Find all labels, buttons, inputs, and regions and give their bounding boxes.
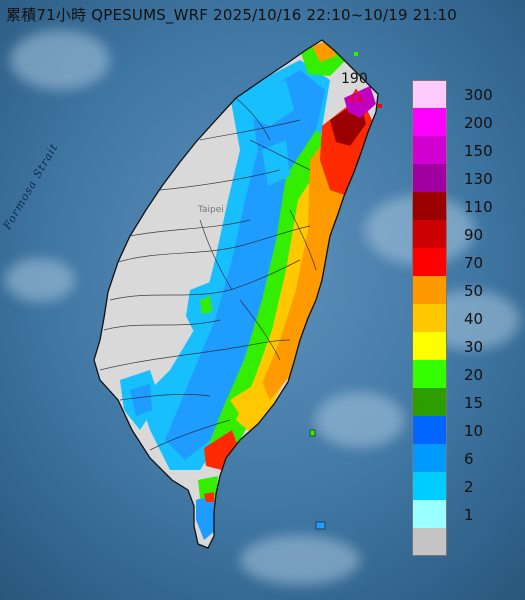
legend-swatch xyxy=(412,276,447,304)
legend-label: 90 xyxy=(464,226,484,244)
max-value-label: 190 xyxy=(341,71,368,87)
legend-row: 90 xyxy=(412,220,522,248)
rainfall-legend: 300 200 150 130 110 90 70 50 40 30 20 15 10 6 2 1 xyxy=(412,80,522,556)
rain-patch-southtip xyxy=(196,494,216,540)
legend-swatch xyxy=(412,304,447,332)
legend-swatch xyxy=(412,220,447,248)
legend-swatch xyxy=(412,416,447,444)
rain-patch-north-1 xyxy=(250,80,294,126)
legend-swatch xyxy=(412,472,447,500)
legend-row: 1 xyxy=(412,500,522,528)
legend-swatch xyxy=(412,136,447,164)
river-network xyxy=(99,97,317,451)
legend-row xyxy=(412,528,522,556)
legend-label: 110 xyxy=(464,198,493,216)
legend-row: 20 xyxy=(412,360,522,388)
legend-swatch xyxy=(412,164,447,192)
legend-row: 200 xyxy=(412,108,522,136)
legend-label: 6 xyxy=(464,450,474,468)
legend-row: 70 xyxy=(412,248,522,276)
legend-label: 2 xyxy=(464,478,474,496)
legend-label: 130 xyxy=(464,170,493,188)
legend-row: 110 xyxy=(412,192,522,220)
rain-patch-west-2 xyxy=(130,384,152,416)
legend-swatch xyxy=(412,500,447,528)
legend-row: 15 xyxy=(412,388,522,416)
legend-swatch xyxy=(412,192,447,220)
legend-label: 15 xyxy=(464,394,484,412)
legend-row: 2 xyxy=(412,472,522,500)
legend-label: 70 xyxy=(464,254,484,272)
city-label-taipei: Taipei xyxy=(197,205,224,215)
legend-label: 30 xyxy=(464,338,484,356)
legend-swatch xyxy=(412,444,447,472)
rain-patch-west-4 xyxy=(200,296,212,314)
rain-patch-north-2 xyxy=(262,140,290,186)
legend-label: 10 xyxy=(464,422,484,440)
legend-swatch xyxy=(412,332,447,360)
legend-label: 40 xyxy=(464,310,484,328)
max-marker-triangle xyxy=(348,88,364,101)
legend-label: 50 xyxy=(464,282,484,300)
legend-row: 10 xyxy=(412,416,522,444)
orchid-island xyxy=(315,521,326,530)
legend-label: 150 xyxy=(464,142,493,160)
legend-swatch xyxy=(412,80,447,108)
turtle-island xyxy=(378,104,382,108)
legend-row: 50 xyxy=(412,276,522,304)
map-title: 累積71小時 QPESUMS_WRF 2025/10/16 22:10~10/1… xyxy=(6,6,457,24)
legend-row: 6 xyxy=(412,444,522,472)
legend-label: 1 xyxy=(464,506,474,524)
rain-band-150mm xyxy=(344,86,376,118)
rain-patch-southtip-red xyxy=(204,492,214,502)
legend-label: 300 xyxy=(464,86,493,104)
north-islet xyxy=(354,52,358,56)
legend-swatch xyxy=(412,528,447,556)
legend-label: 200 xyxy=(464,114,493,132)
legend-row: 40 xyxy=(412,304,522,332)
legend-swatch xyxy=(412,388,447,416)
legend-row: 150 xyxy=(412,136,522,164)
legend-swatch xyxy=(412,360,447,388)
legend-swatch xyxy=(412,248,447,276)
green-island xyxy=(309,429,316,437)
legend-row: 300 xyxy=(412,80,522,108)
legend-swatch xyxy=(412,108,447,136)
legend-label: 20 xyxy=(464,366,484,384)
offshore-islands xyxy=(309,52,382,530)
legend-row: 130 xyxy=(412,164,522,192)
rain-patch-south-2 xyxy=(230,380,270,424)
legend-row: 30 xyxy=(412,332,522,360)
